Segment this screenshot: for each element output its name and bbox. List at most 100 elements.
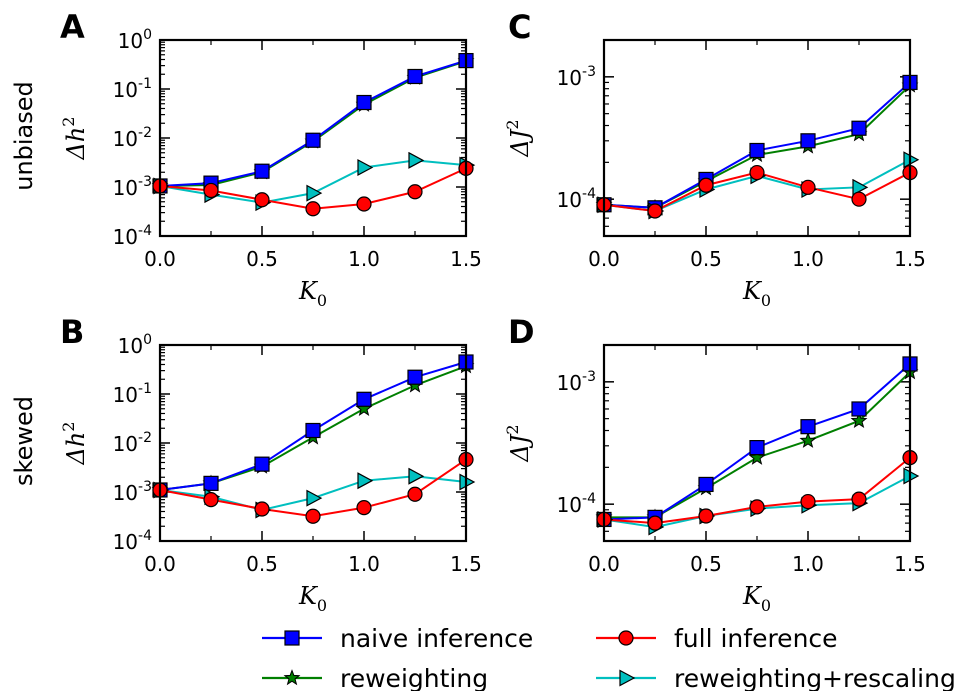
y-tick-exponent: 0	[143, 27, 152, 43]
data-point-naive	[254, 456, 270, 472]
series-group	[595, 356, 920, 536]
y-tick-label: 10-4	[557, 491, 597, 517]
legend: naive inference full inference reweighting…	[262, 624, 956, 691]
y-tick-label: 100	[118, 332, 152, 358]
data-point-full	[698, 177, 714, 193]
data-point-full	[203, 491, 219, 508]
data-point-full	[851, 491, 867, 507]
data-point-full	[800, 179, 816, 195]
y-tick-exponent: 0	[143, 332, 152, 348]
y-tick-base: 10	[118, 29, 143, 53]
data-point-naive	[203, 475, 219, 491]
data-point-naive	[698, 476, 714, 493]
data-point-full	[305, 201, 321, 217]
y-tick-label: 10-2	[113, 430, 152, 456]
legend-label: reweighting	[340, 664, 488, 691]
data-point-full	[407, 486, 423, 502]
data-point-resc	[357, 472, 374, 490]
legend-marker	[283, 669, 301, 686]
x-tick-label: 0.0	[588, 247, 620, 271]
y-tick-label: 10-3	[557, 369, 596, 395]
legend-item-full: full inference	[596, 624, 838, 653]
x-axis-label: K0	[742, 582, 771, 615]
y-tick-exponent: -3	[582, 369, 596, 385]
data-point-naive	[407, 369, 423, 385]
y-tick-label: 10-4	[113, 223, 153, 249]
y-tick-exponent: -2	[138, 125, 152, 141]
legend-item-rew: reweighting	[262, 664, 488, 691]
x-tick-label: 1.0	[348, 552, 380, 576]
series-markers-resc	[597, 151, 920, 220]
plot-frame	[602, 38, 912, 238]
y-tick-base: 10	[113, 432, 138, 456]
row-label-unbiased: unbiased	[10, 81, 38, 191]
y-tick-label: 10-1	[113, 76, 152, 102]
data-point-resc	[408, 151, 425, 169]
x-axis-label: K0	[742, 277, 771, 310]
y-tick-label: 10-1	[113, 381, 152, 407]
data-point-resc	[408, 467, 425, 485]
data-point-full	[647, 515, 663, 531]
data-point-naive	[800, 133, 816, 149]
y-tick-exponent: -3	[582, 64, 596, 80]
plot-frame	[602, 343, 912, 543]
legend-label: reweighting+rescaling	[674, 664, 956, 691]
x-tick-label: 0.5	[246, 552, 278, 576]
plot-frame	[158, 343, 468, 543]
y-tick-base: 10	[113, 78, 138, 102]
x-tick-label: 0.0	[144, 552, 176, 576]
y-tick-base: 10	[113, 176, 138, 200]
data-point-full	[254, 501, 270, 517]
y-tick-base: 10	[118, 334, 143, 358]
y-tick-exponent: -1	[138, 76, 152, 92]
data-point-full	[203, 182, 219, 199]
x-tick-label: 0.5	[690, 247, 722, 271]
data-point-full	[407, 184, 423, 200]
y-tick-label: 10-4	[557, 186, 597, 212]
data-point-rew	[748, 448, 766, 465]
data-point-full	[647, 203, 663, 219]
x-tick-label: 0.0	[144, 247, 176, 271]
y-tick-exponent: -4	[138, 528, 152, 544]
y-tick-base: 10	[113, 481, 138, 505]
data-point-full	[851, 191, 867, 207]
series-markers-naive	[152, 354, 474, 498]
legend-label: full inference	[674, 624, 838, 653]
data-point-full	[749, 164, 765, 181]
y-tick-label: 10-2	[113, 125, 152, 151]
panel-letter: A	[60, 8, 85, 46]
y-tick-base: 10	[113, 225, 138, 249]
x-tick-label: 0.5	[690, 552, 722, 576]
legend-label: naive inference	[340, 624, 533, 653]
x-axis-label: K0	[298, 582, 327, 615]
x-tick-label: 1.5	[894, 552, 926, 576]
y-tick-label: 10-3	[113, 479, 152, 505]
data-point-naive	[800, 419, 816, 435]
legend-marker	[619, 669, 636, 687]
x-tick-label: 1.5	[450, 247, 482, 271]
legend-item-resc: reweighting+rescaling	[596, 664, 956, 691]
series-group	[595, 74, 920, 220]
y-tick-exponent: -3	[138, 479, 152, 495]
plot-frame	[158, 38, 468, 238]
data-point-resc	[306, 489, 323, 507]
x-axis-label: K0	[298, 277, 327, 310]
y-tick-base: 10	[557, 66, 582, 90]
y-tick-label: 100	[118, 27, 152, 53]
data-point-full	[356, 196, 372, 212]
x-tick-label: 1.5	[450, 552, 482, 576]
data-point-resc	[306, 184, 323, 202]
data-point-naive	[305, 422, 321, 439]
y-tick-exponent: -4	[582, 186, 596, 202]
data-point-full	[749, 499, 765, 515]
data-point-full	[698, 508, 714, 524]
data-point-full	[305, 508, 321, 524]
y-tick-base: 10	[113, 530, 138, 554]
data-point-full	[356, 500, 372, 516]
y-axis-label: ΔJ2	[503, 424, 534, 462]
